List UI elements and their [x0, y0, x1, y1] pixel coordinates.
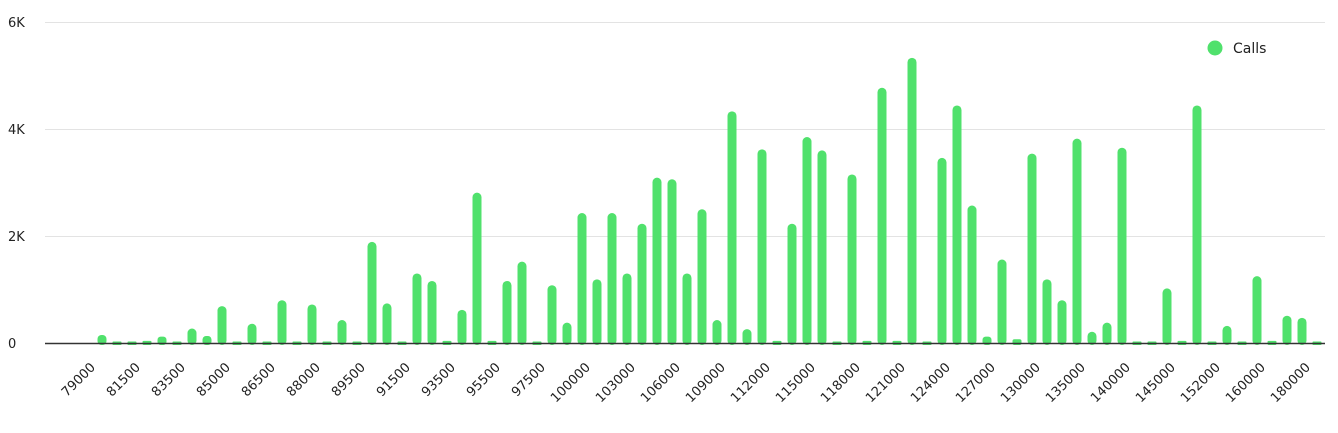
bar-calls[interactable] [277, 300, 287, 345]
bar-calls[interactable] [1027, 153, 1037, 345]
legend-calls-label: Calls [1233, 41, 1266, 57]
x-tick-label: 160000 [1223, 360, 1269, 406]
bar-calls[interactable] [1042, 279, 1052, 345]
bars [97, 57, 1322, 346]
x-tick-label: 88000 [284, 360, 324, 400]
bar-calls[interactable] [517, 261, 527, 345]
bar-calls[interactable] [472, 192, 482, 345]
bar-calls[interactable] [952, 105, 962, 346]
legend-calls-marker [1207, 40, 1223, 56]
bar-calls[interactable] [247, 323, 257, 345]
x-tick-label: 112000 [728, 360, 774, 406]
y-axis-ticks: 0 2K 4K 6K [8, 16, 25, 352]
x-tick-label: 86500 [239, 360, 279, 400]
x-tick-label: 83500 [149, 360, 189, 400]
x-tick-label: 180000 [1268, 360, 1314, 406]
x-tick-label: 121000 [863, 360, 909, 406]
x-tick-label: 91500 [374, 360, 414, 400]
x-tick-label: 152000 [1178, 360, 1224, 406]
bar-calls[interactable] [412, 273, 422, 345]
bar-calls[interactable] [847, 174, 857, 345]
x-tick-label: 124000 [908, 360, 954, 406]
x-tick-label: 127000 [953, 360, 999, 406]
bar-calls[interactable] [547, 285, 557, 345]
x-tick-label: 106000 [638, 360, 684, 406]
bar-calls[interactable] [967, 205, 977, 345]
grid-lines [45, 22, 1325, 237]
bar-calls[interactable] [1252, 276, 1262, 345]
bar-calls[interactable] [367, 241, 377, 345]
x-tick-label: 93500 [419, 360, 459, 400]
bar-calls[interactable] [727, 111, 737, 345]
x-tick-label: 95500 [464, 360, 504, 400]
bar-calls[interactable] [937, 157, 947, 345]
bar-calls[interactable] [187, 328, 197, 345]
bar-calls[interactable] [802, 137, 812, 345]
bar-calls[interactable] [337, 319, 347, 345]
bar-calls[interactable] [697, 209, 707, 345]
x-axis-ticks: 79000 81500 83500 85000 86500 88000 89500 91500… [59, 360, 1314, 406]
bar-calls[interactable] [1117, 147, 1127, 345]
bar-calls[interactable] [1282, 315, 1292, 345]
x-tick-label: 145000 [1133, 360, 1179, 406]
bar-calls[interactable] [1297, 317, 1307, 345]
bar-calls[interactable] [1087, 331, 1097, 345]
bar-calls[interactable] [562, 322, 572, 345]
bar-calls[interactable] [1072, 138, 1082, 345]
bar-calls[interactable] [652, 177, 662, 345]
bar-calls[interactable] [622, 273, 632, 345]
bar-calls[interactable] [607, 212, 617, 345]
x-tick-label: 79000 [59, 360, 99, 400]
x-tick-label: 103000 [593, 360, 639, 406]
bar-calls[interactable] [757, 149, 767, 345]
bar-calls[interactable] [1162, 288, 1172, 345]
bar-calls[interactable] [817, 150, 827, 345]
bar-calls[interactable] [787, 223, 797, 345]
x-tick-label: 118000 [818, 360, 864, 406]
bar-calls[interactable] [592, 279, 602, 345]
x-tick-label: 115000 [773, 360, 819, 406]
bar-calls[interactable] [217, 306, 227, 345]
bar-calls[interactable] [667, 179, 677, 345]
x-tick-label: 89500 [329, 360, 369, 400]
x-tick-label: 97500 [509, 360, 549, 400]
bar-calls[interactable] [997, 259, 1007, 345]
x-tick-label: 140000 [1088, 360, 1134, 406]
bar-calls[interactable] [712, 319, 722, 345]
bar-calls[interactable] [97, 334, 107, 345]
bar-calls[interactable] [877, 87, 887, 346]
y-tick-label: 4K [8, 123, 25, 138]
bar-calls[interactable] [637, 223, 647, 345]
bar-calls[interactable] [577, 212, 587, 345]
y-tick-label: 6K [8, 16, 25, 31]
x-tick-label: 109000 [683, 360, 729, 406]
bar-calls[interactable] [1192, 105, 1202, 346]
x-tick-label: 100000 [548, 360, 594, 406]
bar-calls[interactable] [427, 280, 437, 345]
bar-calls[interactable] [502, 280, 512, 345]
bar-calls[interactable] [1222, 325, 1232, 345]
legend[interactable]: Calls [1207, 40, 1267, 58]
bar-calls[interactable] [457, 309, 467, 345]
bar-calls[interactable] [307, 304, 317, 345]
bar-calls[interactable] [742, 329, 752, 345]
y-tick-label: 2K [8, 230, 25, 245]
y-tick-label: 0 [8, 337, 16, 352]
bar-calls[interactable] [382, 303, 392, 345]
bar-calls[interactable] [1057, 300, 1067, 345]
x-tick-label: 135000 [1043, 360, 1089, 406]
x-tick-label: 81500 [104, 360, 144, 400]
x-tick-label: 130000 [998, 360, 1044, 406]
bar-calls[interactable] [682, 273, 692, 345]
x-tick-label: 85000 [194, 360, 234, 400]
bar-calls[interactable] [1102, 322, 1112, 345]
bar-calls[interactable] [907, 57, 917, 345]
